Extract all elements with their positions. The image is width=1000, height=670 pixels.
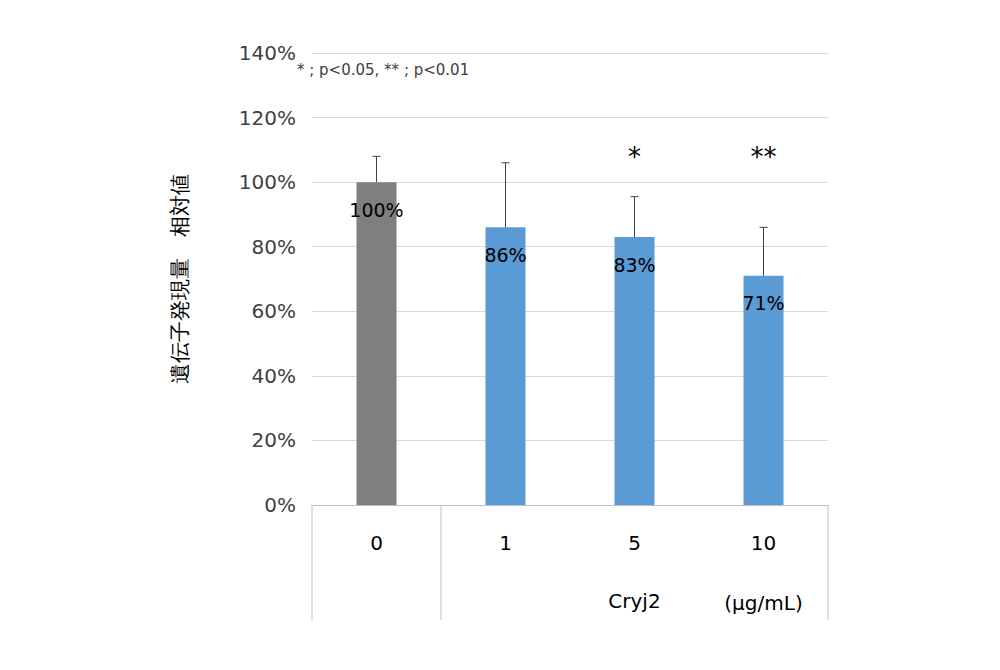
svg-text:80%: 80%	[252, 235, 296, 259]
svg-text:120%: 120%	[239, 106, 296, 130]
svg-text:83%: 83%	[613, 254, 655, 276]
svg-text:1: 1	[499, 531, 512, 555]
svg-text:*: *	[628, 142, 641, 172]
svg-text:0%: 0%	[264, 493, 296, 517]
svg-text:60%: 60%	[252, 299, 296, 323]
svg-text:* ; p<0.05, ** ; p<0.01: * ; p<0.05, ** ; p<0.01	[297, 61, 469, 79]
svg-text:20%: 20%	[252, 428, 296, 452]
svg-text:10: 10	[751, 531, 776, 555]
svg-text:86%: 86%	[484, 244, 526, 266]
svg-text:100%: 100%	[349, 199, 403, 221]
svg-text:**: **	[751, 142, 777, 172]
svg-text:Cryj2: Cryj2	[608, 589, 660, 613]
svg-text:140%: 140%	[239, 41, 296, 65]
svg-text:71%: 71%	[742, 292, 784, 314]
svg-text:(μg/mL): (μg/mL)	[724, 591, 802, 615]
svg-text:5: 5	[628, 531, 641, 555]
svg-text:0: 0	[370, 531, 383, 555]
svg-text:40%: 40%	[252, 364, 296, 388]
svg-text:遺伝子発現量 相対値: 遺伝子発現量 相対値	[168, 174, 192, 384]
svg-text:100%: 100%	[239, 170, 296, 194]
